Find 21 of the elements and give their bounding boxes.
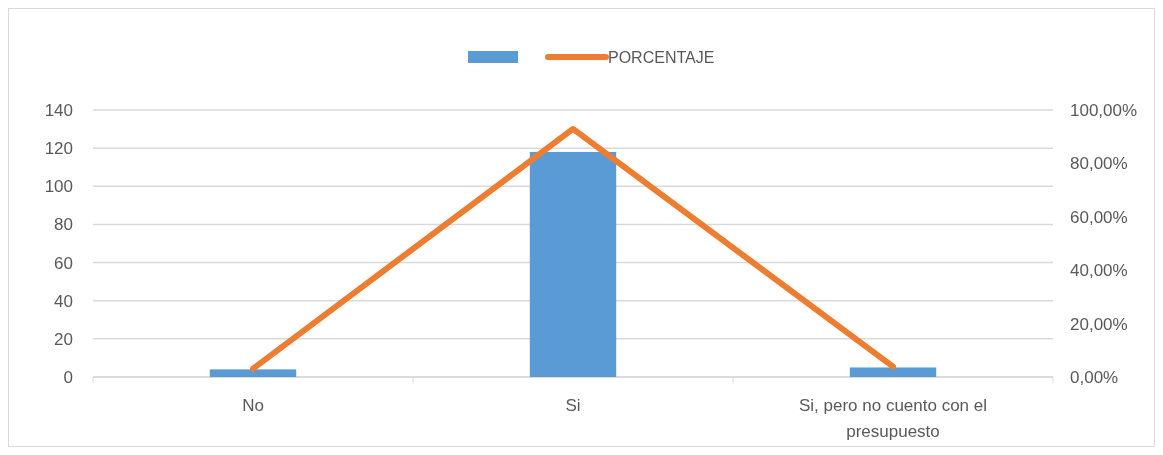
y2-tick-label: 40,00% — [1070, 261, 1128, 281]
y-tick-label: 0 — [63, 367, 73, 387]
bar — [529, 151, 617, 377]
y2-tick-label: 0,00% — [1070, 367, 1119, 387]
y2-tick-label: 80,00% — [1070, 154, 1128, 174]
y2-tick-label: 60,00% — [1070, 207, 1128, 227]
x-tick-label: Si, pero no cuento con el presupuesto — [798, 396, 988, 441]
y-tick-label: 140 — [44, 100, 73, 120]
y-tick-label: 60 — [54, 253, 73, 273]
legend-label: PORCENTAJE — [608, 48, 715, 66]
y2-tick-label: 100,00% — [1070, 100, 1138, 120]
y-tick-label: 40 — [54, 291, 73, 311]
x-tick-label: Si — [565, 396, 581, 415]
y-tick-label: 100 — [44, 177, 73, 197]
x-tick-label: No — [242, 396, 264, 415]
y-tick-label: 120 — [44, 139, 73, 159]
y-tick-label: 80 — [54, 215, 73, 235]
y2-tick-label: 20,00% — [1070, 314, 1128, 334]
bar — [849, 367, 937, 377]
bar — [209, 369, 297, 377]
y-tick-label: 20 — [54, 329, 73, 349]
